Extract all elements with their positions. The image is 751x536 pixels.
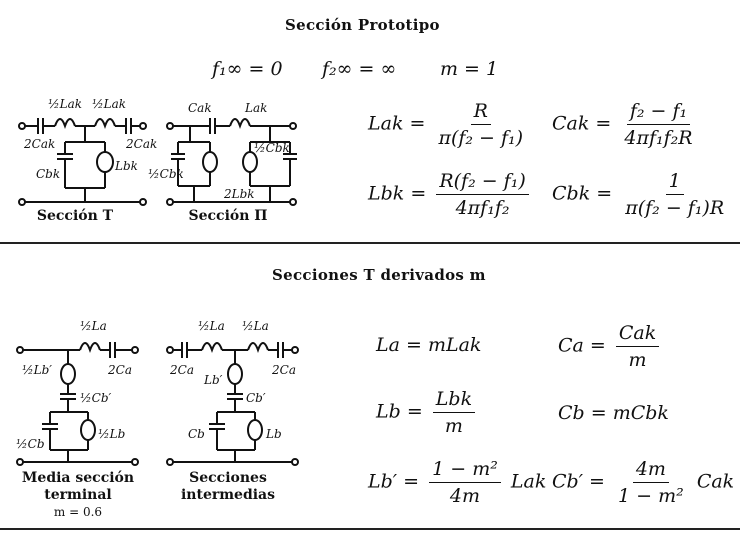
- f2-param: f₂∞ = ∞: [322, 58, 397, 80]
- label-half-lbp: ½Lb′: [22, 363, 52, 377]
- caption-inter-line2: intermedias: [180, 487, 276, 503]
- label-cak: Cak: [188, 101, 212, 115]
- caption-half-section: Media sección terminal m = 0.6: [8, 470, 148, 521]
- cak-lhs: Cak =: [552, 112, 612, 135]
- lbp-lhs: Lb′ =: [368, 470, 420, 493]
- formula-cb: Cb = mCbk: [558, 402, 669, 424]
- label-lb: Lb: [265, 427, 282, 441]
- label-half-cb: ½Cb: [16, 437, 45, 451]
- cbk-num: 1: [665, 170, 684, 195]
- lbp-den: 4m: [449, 485, 481, 507]
- label-two-lbk: 2Lbk: [223, 187, 255, 201]
- label-half-cbk-1: ½Cbk: [148, 167, 184, 181]
- cbk-lhs: Cbk =: [552, 182, 613, 205]
- formula-lbk: Lbk = R(f₂ − f₁) 4πf₁f₂: [368, 170, 533, 219]
- lb-den: m: [444, 415, 463, 437]
- label-cbp: Cb′: [246, 391, 266, 405]
- formula-ca: Ca = Cak m: [558, 322, 663, 371]
- f1-param: f₁∞ = 0: [212, 58, 283, 80]
- m-derived-section-title: Secciones T derivados m: [272, 266, 486, 284]
- lbk-lhs: Lbk =: [368, 182, 427, 205]
- caption-section-t: Sección T: [36, 208, 114, 224]
- cbp-num: 4m: [632, 458, 669, 483]
- prototype-section-title: Sección Prototipo: [285, 16, 440, 34]
- label-two-cak-2: 2Cak: [125, 137, 157, 151]
- ca-num: Cak: [615, 322, 660, 347]
- lbp-num: 1 − m²: [429, 458, 501, 483]
- label-half-la-3: ½La: [242, 319, 269, 333]
- label-half-la-1: ½La: [80, 319, 107, 333]
- cbk-den: π(f₂ − f₁)R: [625, 197, 725, 219]
- lbk-num: R(f₂ − f₁): [436, 170, 529, 195]
- section-divider-top: [0, 242, 740, 244]
- label-half-lak-1: ½Lak: [48, 97, 82, 111]
- formula-la: La = mLak: [376, 334, 482, 356]
- label-two-ca-2: 2Ca: [169, 363, 194, 377]
- formula-cak: Cak = f₂ − f₁ 4πf₁f₂R: [552, 100, 700, 149]
- lak-lhs: Lak =: [368, 112, 426, 135]
- prototype-circuits-diagram: ½Lak ½Lak 2Cak 2Cak Cbk Lbk Cak Lak ½Cbk…: [18, 97, 297, 206]
- m-param: m = 1: [440, 58, 499, 80]
- label-lbp: Lb′: [203, 373, 223, 387]
- cbp-lhs: Cb′ =: [552, 470, 605, 493]
- ca-lhs: Ca =: [558, 334, 606, 357]
- cak-den: 4πf₁f₂R: [624, 127, 693, 149]
- caption-half-line1: Media sección: [21, 470, 135, 486]
- label-two-ca-3: 2Ca: [271, 363, 296, 377]
- lbk-den: 4πf₁f₂: [455, 197, 510, 219]
- cak-num: f₂ − f₁: [626, 100, 691, 125]
- caption-half-m: m = 0.6: [53, 505, 103, 519]
- caption-intermediate-section: Secciones intermedias: [163, 470, 293, 504]
- formula-cbk: Cbk = 1 π(f₂ − f₁)R: [552, 170, 731, 219]
- label-two-ca-1: 2Ca: [107, 363, 132, 377]
- caption-section-pi: Sección Π: [188, 208, 268, 224]
- section-divider-bottom: [0, 528, 740, 530]
- caption-half-line2: terminal: [44, 487, 112, 503]
- label-lak: Lak: [244, 101, 267, 115]
- cbp-den: 1 − m²: [618, 485, 684, 507]
- caption-inter-line1: Secciones: [189, 470, 267, 486]
- label-half-lak-2: ½Lak: [92, 97, 126, 111]
- label-half-cbk-2: ½Cbk: [254, 141, 290, 155]
- lbp-rhs: Lak: [510, 470, 547, 493]
- formula-cbp: Cb′ = 4m 1 − m² Cak: [552, 458, 734, 507]
- label-cb: Cb: [188, 427, 205, 441]
- cbp-rhs: Cak: [696, 470, 735, 493]
- m-derived-circuits-diagram: ½La 2Ca ½Lb′ ½Cb′ ½Cb ½Lb ½La ½La 2Ca 2C…: [16, 319, 299, 466]
- label-lbk: Lbk: [114, 159, 138, 173]
- lak-den: π(f₂ − f₁): [438, 127, 524, 149]
- formula-lbp: Lb′ = 1 − m² 4m Lak: [368, 458, 546, 507]
- ca-den: m: [628, 349, 647, 371]
- formula-lb: Lb = Lbk m: [376, 388, 479, 437]
- label-cbk: Cbk: [36, 167, 60, 181]
- lb-num: Lbk: [432, 388, 476, 413]
- label-two-cak-1: 2Cak: [23, 137, 55, 151]
- label-half-lb: ½Lb: [98, 427, 125, 441]
- label-half-cbp: ½Cb′: [80, 391, 111, 405]
- label-half-la-2: ½La: [198, 319, 225, 333]
- lak-num: R: [470, 100, 491, 125]
- lb-lhs: Lb =: [376, 400, 423, 423]
